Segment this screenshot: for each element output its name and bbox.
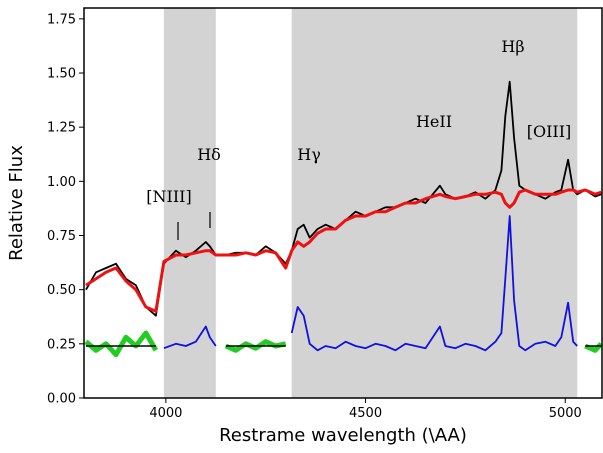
- x-tick-label: 4500: [349, 406, 382, 421]
- x-axis-label: Restrame wavelength (\AA): [219, 425, 467, 446]
- line-annotation: [OIII]: [527, 122, 572, 141]
- y-tick-label: 1.25: [47, 121, 76, 136]
- line-annotation: HeII: [416, 112, 452, 131]
- y-tick-label: 1.75: [47, 12, 76, 27]
- y-axis-label: Relative Flux: [6, 145, 27, 261]
- spectrum-line: [163, 215, 578, 352]
- line-annotation: Hδ: [197, 145, 221, 164]
- y-tick-label: 1.00: [47, 175, 76, 190]
- shaded-region: [291, 8, 578, 398]
- x-tick-label: 5000: [549, 406, 582, 421]
- plot-area: [84, 8, 603, 398]
- plot-frame: [83, 7, 603, 399]
- spectrum-line: [85, 188, 602, 313]
- y-tick-label: 0.00: [47, 392, 76, 407]
- y-tick-label: 0.50: [47, 283, 76, 298]
- y-tick-label: 0.75: [47, 229, 76, 244]
- line-annotation: Hγ: [297, 145, 321, 164]
- x-tick-label: 4000: [149, 406, 182, 421]
- y-tick-label: 0.25: [47, 337, 76, 352]
- shaded-region: [163, 8, 216, 398]
- line-annotation: Hβ: [501, 37, 524, 56]
- y-tick-label: 1.50: [47, 67, 76, 82]
- line-annotation: [NIII]: [146, 187, 191, 206]
